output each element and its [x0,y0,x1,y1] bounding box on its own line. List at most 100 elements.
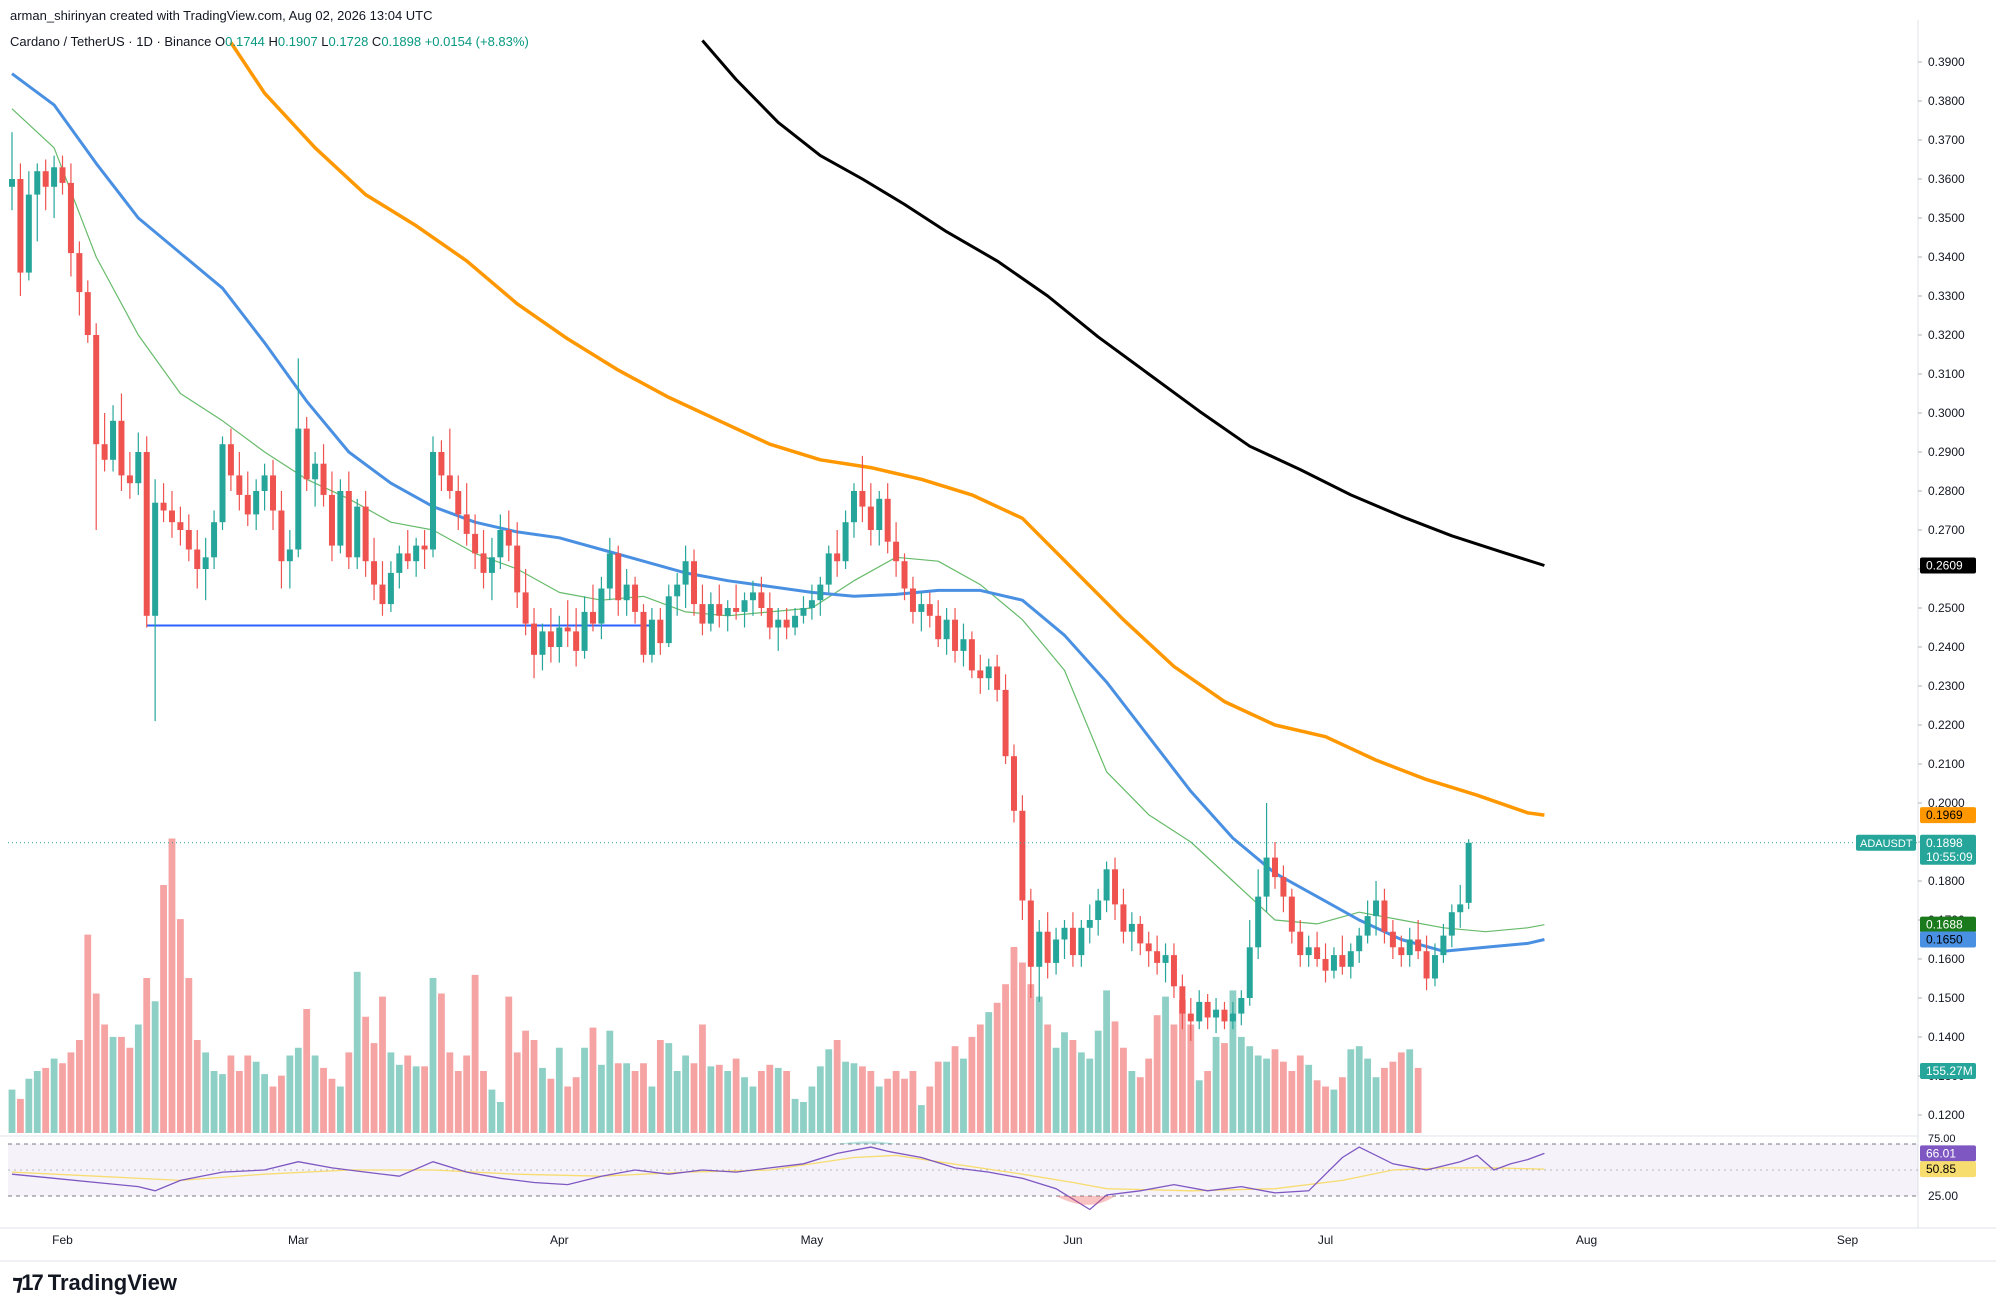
candle-body [741,600,748,612]
volume-bar [134,1024,142,1133]
candle-body [632,584,639,612]
rsi-ma-value-bg [1920,1161,1976,1178]
volume-bar [67,1052,75,1133]
candle-body [1112,869,1119,905]
candle-body [758,592,765,608]
candle-body [1339,955,1346,967]
open-label: O [215,34,226,49]
candle-body [674,584,681,597]
price-label-value: 0.1898 [1926,836,1963,850]
volume-bar [724,1071,732,1133]
volume-bar [362,1016,370,1133]
candle-body [1053,939,1060,963]
candle-body [909,588,916,612]
price-tick-label: 0.3700 [1928,133,1965,147]
volume-bar [564,1086,572,1133]
close-label: C [371,34,382,49]
candle-body [665,596,672,644]
volume-bar [50,1058,58,1133]
candle-body [775,619,782,628]
volume-bar [867,1071,875,1133]
candle-body [926,604,933,616]
candle-body [135,452,142,484]
volume-bar [1061,1032,1068,1133]
candle-body [1280,877,1287,897]
tradingview-logo[interactable]: ⁊17 TradingView [12,1270,177,1296]
volume-bar [1212,1036,1220,1133]
ma-black-value-bg [1920,557,1976,574]
candle-body [1095,900,1102,920]
volume-bar [976,1024,984,1133]
candle-body [463,514,470,534]
price-tick-label: 0.2100 [1928,757,1965,771]
volume-bar [286,1055,294,1133]
price-tick-label: 0.1200 [1928,1108,1965,1122]
candle-body [227,444,234,476]
candle-body [581,611,588,651]
volume-bar [1229,990,1237,1133]
candle-body [1145,943,1152,952]
volume-bar [59,1063,66,1133]
high-value: 0.1907 [277,34,318,49]
candle-body [362,506,369,562]
volume-bar [606,1030,614,1133]
price-tick-label: 0.3100 [1928,367,1965,381]
volume-bar [1237,1036,1245,1133]
time-tick-label: Jun [1063,1233,1082,1247]
candle-body [1204,1001,1211,1018]
volume-bar [244,1055,252,1133]
candle-body [25,194,32,273]
moving-averages [11,39,1545,953]
candle-body [800,608,807,616]
candle-body [101,444,108,460]
rsi-pane [0,1135,1918,1211]
volume-bar [345,1052,353,1133]
candle-body [564,627,571,632]
candle-body [1356,935,1363,952]
volume-bar [109,1036,117,1133]
volume-bar [791,1098,799,1133]
volume-bar [1355,1046,1363,1133]
tradingview-logo-icon: ⁊17 [12,1270,44,1295]
candle-body [716,604,723,616]
volume-bar [1347,1049,1355,1133]
price-tick-label: 0.2500 [1928,601,1965,615]
candle-body [766,608,773,628]
candle-body [640,611,647,655]
volume-bar [741,1077,748,1133]
candle-body [320,463,327,495]
volume-bar [320,1067,327,1133]
volume-bar [328,1078,336,1133]
candle-body [968,639,975,671]
candle-body [84,292,91,335]
candle-body [152,502,159,616]
volume-bar [193,1040,201,1133]
symbol-title[interactable]: Cardano / TetherUS · 1D · Binance [10,34,212,49]
rsi-ma-value: 50.85 [1926,1162,1956,1176]
price-tick-label: 0.3800 [1928,94,1965,108]
volume-bar [884,1078,892,1133]
ma-black-line [701,39,1545,567]
close-value: 0.1898 [381,34,422,49]
volume-bar [1035,996,1043,1133]
time-tick-label: Apr [550,1233,569,1247]
rsi-value-bg [1920,1145,1976,1162]
candle-body [194,549,201,569]
rsi-level-75: 75.00 [1928,1133,1956,1145]
candle-body [851,491,857,523]
candle-body [1347,951,1354,967]
candle-body [1364,916,1371,936]
volume-bar [934,1061,942,1133]
volume-bar [1162,996,1169,1133]
volume-bar [1406,1049,1414,1133]
rsi-level-25: 25.00 [1928,1189,1958,1203]
candle-body [354,506,361,558]
time-axis[interactable]: Feb Mar Apr May Jun Jul Aug Sep [0,1227,1996,1262]
price-axis[interactable]: 0.3900 0.3800 0.3700 0.3600 0.3500 0.3400 0.33… [1917,20,1965,1228]
candle-body [118,420,125,476]
volume-value: 155.27M [1926,1064,1973,1078]
volume-bar [757,1071,765,1133]
volume-bar [1010,947,1018,1133]
volume-bar [1019,962,1026,1133]
